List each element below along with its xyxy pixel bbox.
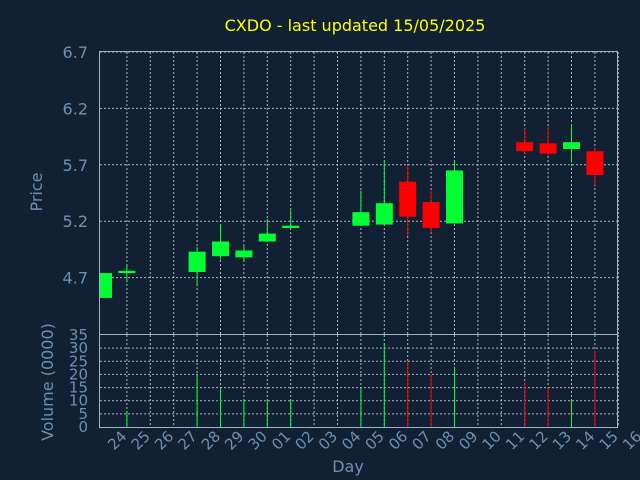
price-tick-label: 4.7 [63,269,88,288]
volume-tick-label: 10 [69,392,88,410]
candle-body [118,270,136,274]
candle-body [100,273,112,298]
price-tick-label: 6.7 [63,43,88,62]
candle-body [422,202,440,228]
candle-body [282,225,300,228]
candle-body [375,203,393,225]
candle-body [563,142,580,149]
volume-tick-label: 35 [69,326,88,344]
price-marks [100,124,604,298]
candle-body [352,212,370,226]
candle-body [446,170,463,224]
candle-body [586,151,604,175]
x-axis-label: Day [332,457,364,476]
candle-body [399,181,417,217]
volume-tick-label: 30 [69,339,88,357]
candle-body [235,250,253,258]
candle-body [258,233,276,242]
price-tick-label: 5.2 [63,212,88,231]
volume-axis-label: Volume (0000) [38,323,57,441]
volume-tick-label: 15 [69,379,88,397]
price-axis-label: Price [27,172,46,211]
candle-body [188,251,206,272]
volume-tick-label: 5 [78,405,88,423]
volume-tick-label: 20 [69,365,88,383]
volume-tick-label: 0 [78,418,88,436]
candle-body [516,142,534,152]
x-axis-ticks: 2425262728293001020304050607080910111213… [104,427,640,453]
chart-title: CXDO - last updated 15/05/2025 [225,16,486,35]
candle-body [539,143,557,154]
candle-body [212,241,229,257]
price-panel: 4.7 5.2 5.7 6.2 6.7 Price [27,43,619,335]
volume-tick-label: 25 [69,352,88,370]
price-tick-label: 6.2 [63,99,88,118]
price-y-ticks: 4.7 5.2 5.7 6.2 6.7 [63,43,88,288]
volume-plot-frame [99,334,618,428]
price-tick-label: 5.7 [63,156,88,175]
volume-marks [126,342,596,427]
